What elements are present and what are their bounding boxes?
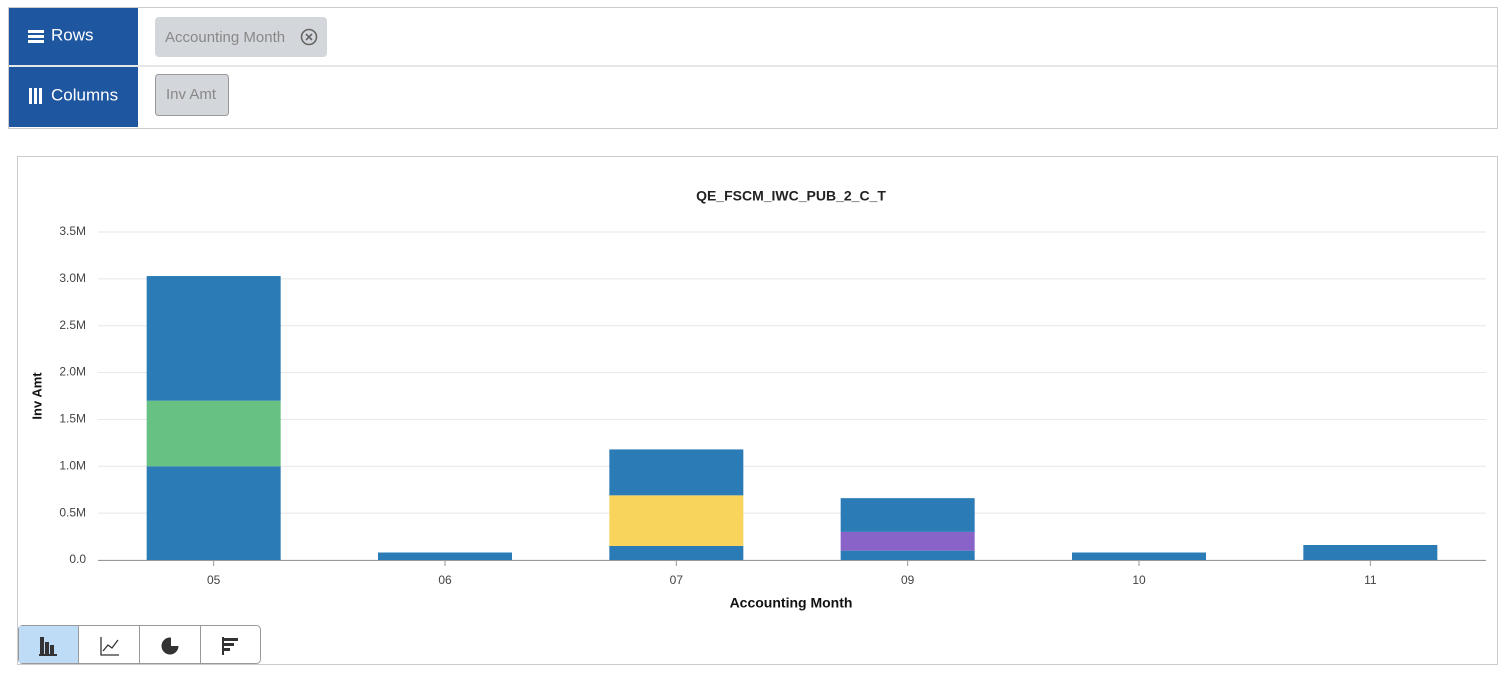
bar-segment bbox=[1072, 552, 1206, 560]
chip-remove[interactable] bbox=[300, 28, 318, 46]
hbar-icon bbox=[222, 637, 238, 655]
bar-segment bbox=[378, 552, 512, 560]
bar-segment bbox=[840, 498, 975, 532]
pie-icon bbox=[161, 637, 180, 655]
bar-segment bbox=[840, 531, 975, 551]
row-chip-label: Accounting Month bbox=[165, 29, 285, 46]
column-chip[interactable] bbox=[155, 74, 229, 116]
x-axis-label: Accounting Month bbox=[730, 595, 853, 611]
row-chip[interactable] bbox=[155, 17, 327, 57]
y-tick-label: 0.5M bbox=[59, 505, 86, 519]
y-tick-label: 2.0M bbox=[59, 365, 86, 379]
y-tick-label: 1.5M bbox=[59, 412, 86, 426]
y-tick-label: 0.0 bbox=[69, 552, 86, 566]
columns-label: Columns bbox=[51, 85, 118, 104]
y-tick-label: 3.5M bbox=[59, 224, 86, 238]
y-tick-label: 3.0M bbox=[59, 271, 86, 285]
bar-segment bbox=[146, 400, 281, 467]
bar-segment bbox=[609, 495, 744, 546]
x-tick-label: 10 bbox=[1132, 573, 1146, 587]
y-axis-label: Inv Amt bbox=[29, 372, 44, 420]
plot: 0.0 0.5M 1.0M 1.5M 2.0M 2.5M 3.0M 3.5M 05 06 07 09 1… bbox=[59, 224, 1486, 587]
chart-title: QE_FSCM_IWC_PUB_2_C_T bbox=[696, 188, 886, 204]
columns-icon bbox=[29, 88, 42, 104]
y-tick-label: 1.0M bbox=[59, 458, 86, 472]
y-tick-label: 2.5M bbox=[59, 318, 86, 332]
column-chip-label: Inv Amt bbox=[166, 86, 217, 103]
line-icon bbox=[100, 637, 119, 656]
x-tick-label: 05 bbox=[207, 573, 221, 587]
bar-icon bbox=[39, 637, 57, 656]
rows-label: Rows bbox=[51, 25, 94, 44]
x-tick-label: 07 bbox=[670, 573, 684, 587]
x-tick-label: 11 bbox=[1364, 573, 1377, 587]
bar-segment bbox=[609, 449, 744, 496]
x-tick-label: 09 bbox=[901, 573, 915, 587]
bar-segment bbox=[146, 276, 281, 401]
bar-segment bbox=[146, 466, 281, 560]
rows-icon bbox=[28, 30, 44, 43]
x-tick-label: 06 bbox=[438, 573, 452, 587]
bar-segment bbox=[609, 545, 744, 560]
bar-segment bbox=[840, 550, 975, 560]
bar-segment bbox=[1303, 545, 1438, 560]
